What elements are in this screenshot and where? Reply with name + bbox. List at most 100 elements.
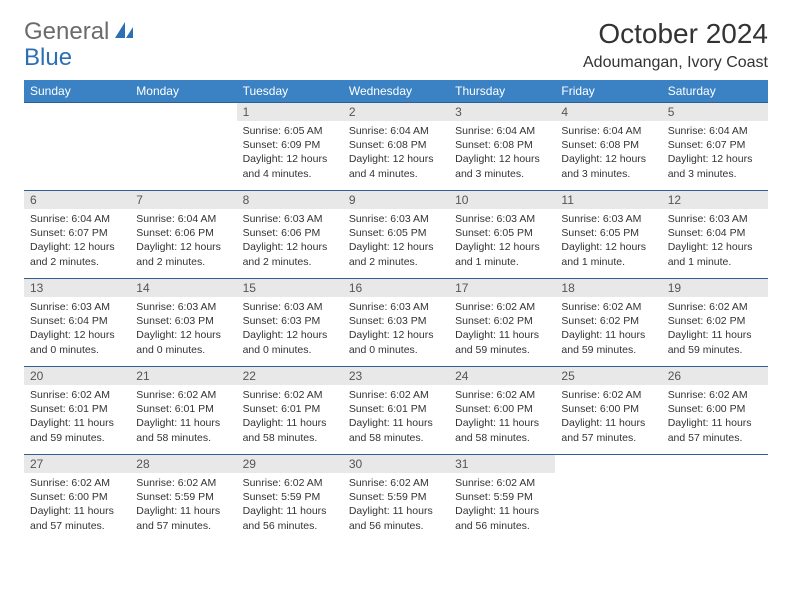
day-number: 29 xyxy=(237,455,343,473)
day-number: 19 xyxy=(662,279,768,297)
day-number: 16 xyxy=(343,279,449,297)
day-cell: 6Sunrise: 6:04 AMSunset: 6:07 PMDaylight… xyxy=(24,191,130,279)
weekday-header: Tuesday xyxy=(237,80,343,103)
calendar-table: SundayMondayTuesdayWednesdayThursdayFrid… xyxy=(24,80,768,543)
day-cell: 8Sunrise: 6:03 AMSunset: 6:06 PMDaylight… xyxy=(237,191,343,279)
day-body: Sunrise: 6:02 AMSunset: 6:01 PMDaylight:… xyxy=(130,385,236,448)
day-number: 26 xyxy=(662,367,768,385)
day-number: 20 xyxy=(24,367,130,385)
day-cell: 10Sunrise: 6:03 AMSunset: 6:05 PMDayligh… xyxy=(449,191,555,279)
empty-cell xyxy=(24,103,130,191)
day-cell: 11Sunrise: 6:03 AMSunset: 6:05 PMDayligh… xyxy=(555,191,661,279)
day-number: 8 xyxy=(237,191,343,209)
day-body: Sunrise: 6:03 AMSunset: 6:06 PMDaylight:… xyxy=(237,209,343,272)
day-number: 10 xyxy=(449,191,555,209)
weekday-header: Friday xyxy=(555,80,661,103)
day-body: Sunrise: 6:02 AMSunset: 5:59 PMDaylight:… xyxy=(130,473,236,536)
day-body: Sunrise: 6:02 AMSunset: 5:59 PMDaylight:… xyxy=(237,473,343,536)
day-body: Sunrise: 6:02 AMSunset: 6:01 PMDaylight:… xyxy=(237,385,343,448)
day-cell: 19Sunrise: 6:02 AMSunset: 6:02 PMDayligh… xyxy=(662,279,768,367)
day-number: 7 xyxy=(130,191,236,209)
day-cell: 24Sunrise: 6:02 AMSunset: 6:00 PMDayligh… xyxy=(449,367,555,455)
day-cell: 7Sunrise: 6:04 AMSunset: 6:06 PMDaylight… xyxy=(130,191,236,279)
day-body: Sunrise: 6:05 AMSunset: 6:09 PMDaylight:… xyxy=(237,121,343,184)
day-body: Sunrise: 6:04 AMSunset: 6:08 PMDaylight:… xyxy=(555,121,661,184)
day-number: 13 xyxy=(24,279,130,297)
day-cell: 18Sunrise: 6:02 AMSunset: 6:02 PMDayligh… xyxy=(555,279,661,367)
logo-sail-icon xyxy=(113,20,135,45)
day-body: Sunrise: 6:04 AMSunset: 6:07 PMDaylight:… xyxy=(662,121,768,184)
day-cell: 30Sunrise: 6:02 AMSunset: 5:59 PMDayligh… xyxy=(343,455,449,543)
day-body: Sunrise: 6:03 AMSunset: 6:05 PMDaylight:… xyxy=(555,209,661,272)
day-cell: 27Sunrise: 6:02 AMSunset: 6:00 PMDayligh… xyxy=(24,455,130,543)
day-number: 25 xyxy=(555,367,661,385)
day-cell: 9Sunrise: 6:03 AMSunset: 6:05 PMDaylight… xyxy=(343,191,449,279)
day-body: Sunrise: 6:02 AMSunset: 6:00 PMDaylight:… xyxy=(662,385,768,448)
day-body: Sunrise: 6:04 AMSunset: 6:06 PMDaylight:… xyxy=(130,209,236,272)
day-number: 1 xyxy=(237,103,343,121)
day-number: 21 xyxy=(130,367,236,385)
day-number: 28 xyxy=(130,455,236,473)
day-number: 4 xyxy=(555,103,661,121)
day-body: Sunrise: 6:03 AMSunset: 6:04 PMDaylight:… xyxy=(24,297,130,360)
day-number: 30 xyxy=(343,455,449,473)
day-cell: 3Sunrise: 6:04 AMSunset: 6:08 PMDaylight… xyxy=(449,103,555,191)
day-cell: 17Sunrise: 6:02 AMSunset: 6:02 PMDayligh… xyxy=(449,279,555,367)
day-cell: 21Sunrise: 6:02 AMSunset: 6:01 PMDayligh… xyxy=(130,367,236,455)
day-cell: 25Sunrise: 6:02 AMSunset: 6:00 PMDayligh… xyxy=(555,367,661,455)
day-cell: 22Sunrise: 6:02 AMSunset: 6:01 PMDayligh… xyxy=(237,367,343,455)
day-body: Sunrise: 6:02 AMSunset: 6:01 PMDaylight:… xyxy=(343,385,449,448)
day-cell: 4Sunrise: 6:04 AMSunset: 6:08 PMDaylight… xyxy=(555,103,661,191)
day-body: Sunrise: 6:02 AMSunset: 5:59 PMDaylight:… xyxy=(449,473,555,536)
day-body: Sunrise: 6:02 AMSunset: 6:00 PMDaylight:… xyxy=(449,385,555,448)
weekday-header: Sunday xyxy=(24,80,130,103)
empty-cell xyxy=(555,455,661,543)
weekday-header: Wednesday xyxy=(343,80,449,103)
day-number: 9 xyxy=(343,191,449,209)
logo-text-general: General xyxy=(24,18,109,46)
day-number: 14 xyxy=(130,279,236,297)
page-title: October 2024 xyxy=(583,18,768,50)
day-cell: 26Sunrise: 6:02 AMSunset: 6:00 PMDayligh… xyxy=(662,367,768,455)
day-number: 23 xyxy=(343,367,449,385)
day-body: Sunrise: 6:02 AMSunset: 6:01 PMDaylight:… xyxy=(24,385,130,448)
day-number: 15 xyxy=(237,279,343,297)
header: General October 2024 Adoumangan, Ivory C… xyxy=(24,18,768,72)
day-body: Sunrise: 6:03 AMSunset: 6:03 PMDaylight:… xyxy=(343,297,449,360)
day-cell: 16Sunrise: 6:03 AMSunset: 6:03 PMDayligh… xyxy=(343,279,449,367)
day-cell: 13Sunrise: 6:03 AMSunset: 6:04 PMDayligh… xyxy=(24,279,130,367)
day-cell: 23Sunrise: 6:02 AMSunset: 6:01 PMDayligh… xyxy=(343,367,449,455)
day-cell: 20Sunrise: 6:02 AMSunset: 6:01 PMDayligh… xyxy=(24,367,130,455)
day-cell: 31Sunrise: 6:02 AMSunset: 5:59 PMDayligh… xyxy=(449,455,555,543)
day-body: Sunrise: 6:02 AMSunset: 6:00 PMDaylight:… xyxy=(555,385,661,448)
day-number: 6 xyxy=(24,191,130,209)
day-number: 17 xyxy=(449,279,555,297)
day-number: 11 xyxy=(555,191,661,209)
weekday-header: Thursday xyxy=(449,80,555,103)
weekday-header: Monday xyxy=(130,80,236,103)
day-cell: 29Sunrise: 6:02 AMSunset: 5:59 PMDayligh… xyxy=(237,455,343,543)
location-label: Adoumangan, Ivory Coast xyxy=(583,54,768,72)
day-number: 27 xyxy=(24,455,130,473)
day-body: Sunrise: 6:03 AMSunset: 6:05 PMDaylight:… xyxy=(449,209,555,272)
day-body: Sunrise: 6:02 AMSunset: 6:02 PMDaylight:… xyxy=(555,297,661,360)
day-cell: 28Sunrise: 6:02 AMSunset: 5:59 PMDayligh… xyxy=(130,455,236,543)
empty-cell xyxy=(662,455,768,543)
empty-cell xyxy=(130,103,236,191)
calendar-body: 1Sunrise: 6:05 AMSunset: 6:09 PMDaylight… xyxy=(24,103,768,543)
day-body: Sunrise: 6:02 AMSunset: 6:00 PMDaylight:… xyxy=(24,473,130,536)
day-body: Sunrise: 6:04 AMSunset: 6:08 PMDaylight:… xyxy=(343,121,449,184)
day-cell: 2Sunrise: 6:04 AMSunset: 6:08 PMDaylight… xyxy=(343,103,449,191)
day-body: Sunrise: 6:04 AMSunset: 6:07 PMDaylight:… xyxy=(24,209,130,272)
day-body: Sunrise: 6:03 AMSunset: 6:03 PMDaylight:… xyxy=(237,297,343,360)
weekday-header: Saturday xyxy=(662,80,768,103)
day-cell: 5Sunrise: 6:04 AMSunset: 6:07 PMDaylight… xyxy=(662,103,768,191)
day-body: Sunrise: 6:04 AMSunset: 6:08 PMDaylight:… xyxy=(449,121,555,184)
day-cell: 1Sunrise: 6:05 AMSunset: 6:09 PMDaylight… xyxy=(237,103,343,191)
day-number: 18 xyxy=(555,279,661,297)
title-block: October 2024 Adoumangan, Ivory Coast xyxy=(583,18,768,72)
day-body: Sunrise: 6:02 AMSunset: 5:59 PMDaylight:… xyxy=(343,473,449,536)
day-number: 12 xyxy=(662,191,768,209)
day-body: Sunrise: 6:03 AMSunset: 6:03 PMDaylight:… xyxy=(130,297,236,360)
day-number: 22 xyxy=(237,367,343,385)
